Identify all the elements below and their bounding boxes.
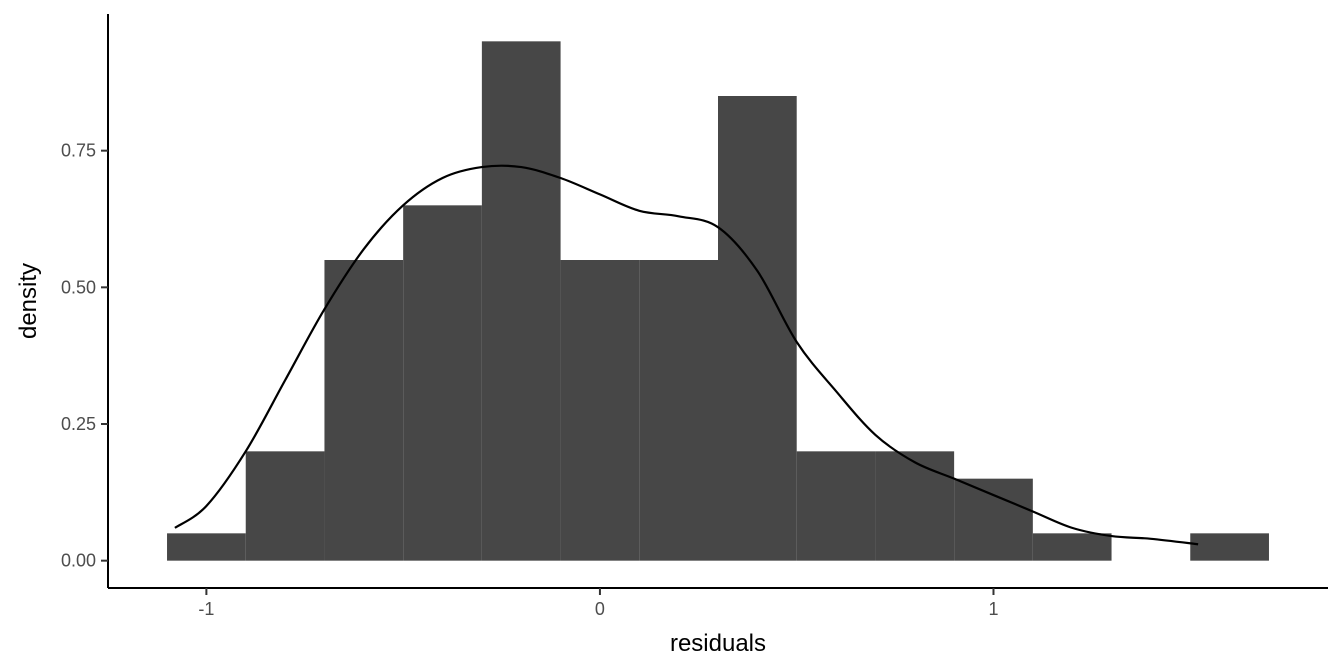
histogram-bar — [560, 260, 640, 561]
x-tick-label: 0 — [595, 599, 605, 619]
y-axis-title: density — [15, 263, 42, 339]
histogram-bar — [245, 451, 325, 561]
histogram-bar — [167, 533, 246, 561]
histogram-bar — [875, 451, 955, 561]
x-axis-title: residuals — [670, 630, 766, 657]
x-tick-label: -1 — [198, 599, 214, 619]
y-tick-label: 0.75 — [61, 141, 96, 161]
y-ticks: 0.00 0.25 0.50 0.75 — [61, 141, 108, 571]
histogram-bar — [954, 478, 1033, 561]
x-tick-label: 1 — [988, 599, 998, 619]
histogram-bar — [796, 451, 876, 561]
y-tick-label: 0.25 — [61, 414, 96, 434]
histogram-bars — [167, 41, 1269, 561]
x-ticks: -1 0 1 — [198, 588, 998, 619]
histogram-bar — [1032, 533, 1112, 561]
y-tick-label: 0.50 — [61, 277, 96, 297]
density-curve — [174, 164, 1199, 546]
axes: 0.00 0.25 0.50 0.75 -1 0 1 — [61, 14, 1328, 619]
histogram-bar — [1190, 533, 1269, 561]
histogram-bar — [639, 260, 718, 561]
histogram-bar — [481, 41, 561, 561]
histogram-bar — [324, 260, 404, 561]
y-tick-label: 0.00 — [61, 551, 96, 571]
histogram-bar — [718, 96, 797, 561]
histogram-bar — [403, 205, 482, 561]
